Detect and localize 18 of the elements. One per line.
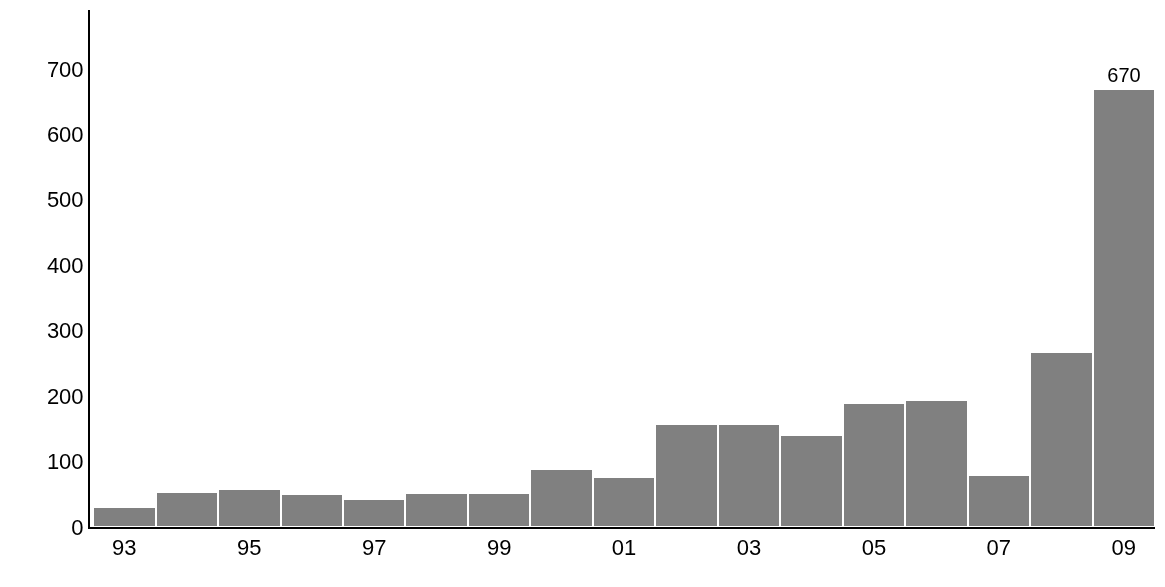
y-tick-label: 400	[46, 252, 84, 278]
x-tick-label: 03	[736, 535, 762, 561]
y-tick-label: 0	[71, 514, 84, 540]
x-tick-label: 09	[1111, 535, 1137, 561]
y-tick-label: 700	[46, 56, 84, 82]
x-tick-label: 05	[861, 535, 887, 561]
x-tick-label: 01	[611, 535, 637, 561]
y-tick-label: 200	[46, 383, 84, 409]
y-tick-label: 100	[46, 449, 84, 475]
x-tick-label: 93	[112, 535, 137, 561]
x-tick-label: 99	[486, 535, 512, 561]
x-tick-label: 95	[237, 535, 262, 561]
y-tick-label: 600	[46, 122, 84, 148]
y-tick-label: 500	[46, 187, 84, 213]
x-tick-label: 97	[361, 535, 387, 561]
x-tick-label: 07	[986, 535, 1012, 561]
data-label: 670	[1107, 64, 1141, 86]
y-tick-label: 300	[46, 318, 84, 344]
